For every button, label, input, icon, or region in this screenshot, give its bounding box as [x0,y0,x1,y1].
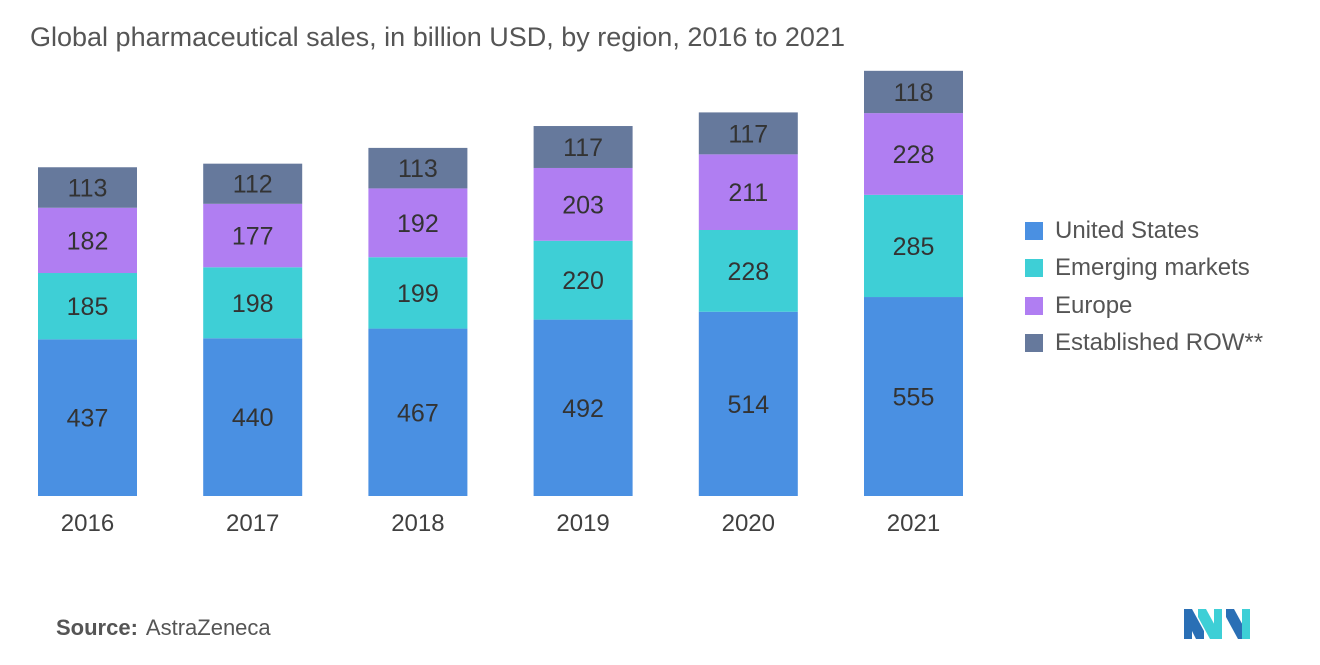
data-label: 185 [67,293,109,321]
bar-segment-2018-1 [368,257,468,329]
data-label: 211 [728,179,768,207]
data-label: 182 [67,227,109,255]
bar-segment-2017-2 [203,203,303,268]
legend-label: Europe [1055,291,1133,319]
x-tick-label: 2019 [556,510,609,537]
bar-segment-2021-2 [864,113,963,195]
bar-segment-2019-2 [533,167,633,241]
x-tick-label: 2021 [887,510,940,537]
data-label: 514 [727,391,769,419]
data-label: 220 [562,267,604,295]
data-label: 555 [893,384,935,412]
legend-swatch [1025,296,1043,315]
x-tick-label: 2018 [391,510,444,537]
bar-segment-2016-1 [38,273,137,340]
bar-segment-2017-1 [203,267,303,339]
chart-legend: United States Emerging markets Europe Es… [1025,212,1263,362]
bar-segment-2016-0 [38,339,137,496]
data-label: 117 [728,120,768,148]
data-label: 192 [397,210,439,238]
bar-segment-2021-1 [864,194,963,298]
data-label: 228 [893,141,935,169]
x-tick-label: 2017 [226,510,279,537]
data-label: 285 [893,233,935,261]
data-label: 112 [233,171,273,199]
source-value: AstraZeneca [145,615,271,640]
bar-segment-2016-2 [38,207,137,274]
legend-swatch [1025,221,1043,240]
data-label: 440 [232,404,274,432]
data-label: 113 [68,175,108,203]
source-note: Source: AstraZeneca [56,615,271,641]
source-label: Source: [56,615,138,640]
legend-item-emerging-markets: Emerging markets [1025,250,1263,288]
bar-segment-2020-2 [698,154,798,230]
legend-label: United States [1055,216,1200,244]
legend-item-united-states: United States [1025,212,1263,250]
data-label: 198 [232,290,274,318]
legend-swatch [1025,334,1043,353]
legend-item-europe: Europe [1025,287,1263,325]
bar-segment-2021-3 [864,70,963,114]
bar-segment-2018-0 [368,328,468,496]
bar-segment-2018-3 [368,147,468,189]
bar-segment-2017-0 [203,338,303,496]
legend-swatch [1025,259,1043,278]
bar-segment-2020-3 [698,112,798,155]
bar-segment-2021-0 [864,297,963,496]
data-label: 492 [562,395,604,423]
stacked-bar-chart: 437 185 182 113 2016 440 198 177 112 2017 467 199 19… [38,70,963,537]
bar-segment-2018-2 [368,188,468,258]
bar-segment-2019-0 [533,319,633,496]
data-label: 467 [397,399,439,427]
bar-segment-2017-3 [203,163,303,204]
data-label: 117 [563,134,603,162]
data-label: 113 [398,155,438,183]
legend-item-established-row: Established ROW** [1025,325,1263,363]
bar-segment-2019-3 [533,126,633,168]
data-label: 203 [562,191,604,219]
chart-title: Global pharmaceutical sales, in billion … [30,22,845,52]
data-label: 228 [727,258,769,286]
bar-segment-2020-1 [698,229,798,312]
data-label: 199 [397,280,439,308]
bar-segment-2020-0 [698,311,798,496]
data-label: 437 [67,405,109,433]
legend-label: Established ROW** [1055,329,1264,357]
data-label: 118 [894,79,934,107]
x-tick-label: 2020 [722,510,775,537]
data-label: 177 [232,223,274,251]
x-tick-label: 2016 [61,510,114,537]
legend-label: Emerging markets [1055,254,1250,282]
brand-logo [1184,609,1250,639]
bar-segment-2019-1 [533,240,633,320]
bar-segment-2016-3 [38,167,137,208]
